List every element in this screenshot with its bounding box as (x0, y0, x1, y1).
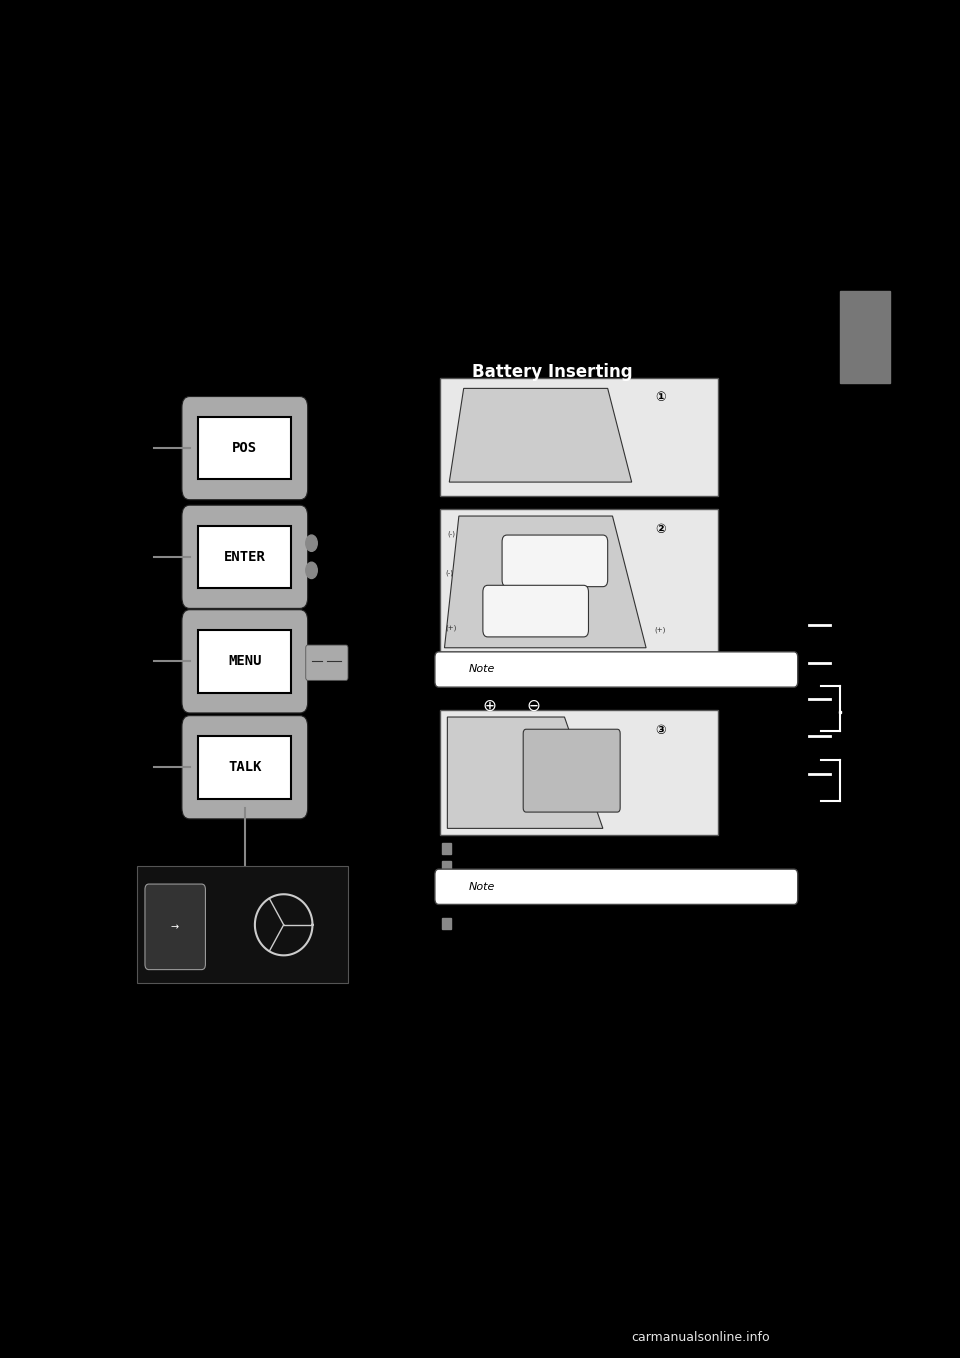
FancyBboxPatch shape (440, 378, 718, 496)
Polygon shape (444, 516, 646, 648)
Text: MENU: MENU (228, 655, 261, 668)
FancyBboxPatch shape (442, 918, 451, 929)
FancyBboxPatch shape (840, 291, 890, 383)
Circle shape (305, 535, 317, 551)
Text: Note: Note (468, 664, 495, 675)
Text: (+): (+) (655, 627, 666, 633)
Text: Battery Inserting: Battery Inserting (471, 363, 633, 382)
Text: TALK: TALK (228, 760, 261, 774)
Polygon shape (447, 717, 603, 828)
Text: (-): (-) (445, 570, 453, 576)
FancyBboxPatch shape (199, 630, 292, 693)
Text: (-): (-) (447, 531, 455, 536)
FancyBboxPatch shape (442, 843, 451, 854)
FancyBboxPatch shape (305, 645, 348, 680)
FancyBboxPatch shape (435, 869, 798, 904)
FancyBboxPatch shape (145, 884, 205, 970)
FancyBboxPatch shape (440, 509, 718, 655)
Text: carmanualsonline.info: carmanualsonline.info (632, 1331, 770, 1344)
FancyBboxPatch shape (440, 710, 718, 835)
Text: (+): (+) (445, 625, 457, 630)
FancyBboxPatch shape (182, 397, 307, 500)
Text: ①: ① (655, 391, 666, 405)
FancyBboxPatch shape (199, 736, 292, 799)
Circle shape (305, 562, 317, 579)
Text: Note: Note (468, 881, 495, 892)
FancyBboxPatch shape (502, 535, 608, 587)
Text: ②: ② (655, 523, 666, 536)
FancyBboxPatch shape (182, 716, 307, 819)
Text: POS: POS (232, 441, 257, 455)
Text: ③: ③ (655, 724, 666, 737)
Polygon shape (449, 388, 632, 482)
FancyBboxPatch shape (483, 585, 588, 637)
FancyBboxPatch shape (199, 417, 292, 479)
FancyBboxPatch shape (442, 861, 451, 872)
FancyBboxPatch shape (137, 866, 348, 983)
Text: ⊕: ⊕ (483, 697, 496, 716)
Text: →: → (171, 922, 179, 933)
FancyBboxPatch shape (199, 526, 292, 588)
Text: ENTER: ENTER (224, 550, 266, 564)
FancyBboxPatch shape (523, 729, 620, 812)
FancyBboxPatch shape (182, 505, 307, 608)
FancyBboxPatch shape (435, 652, 798, 687)
Text: ⊖: ⊖ (527, 697, 540, 716)
FancyBboxPatch shape (182, 610, 307, 713)
